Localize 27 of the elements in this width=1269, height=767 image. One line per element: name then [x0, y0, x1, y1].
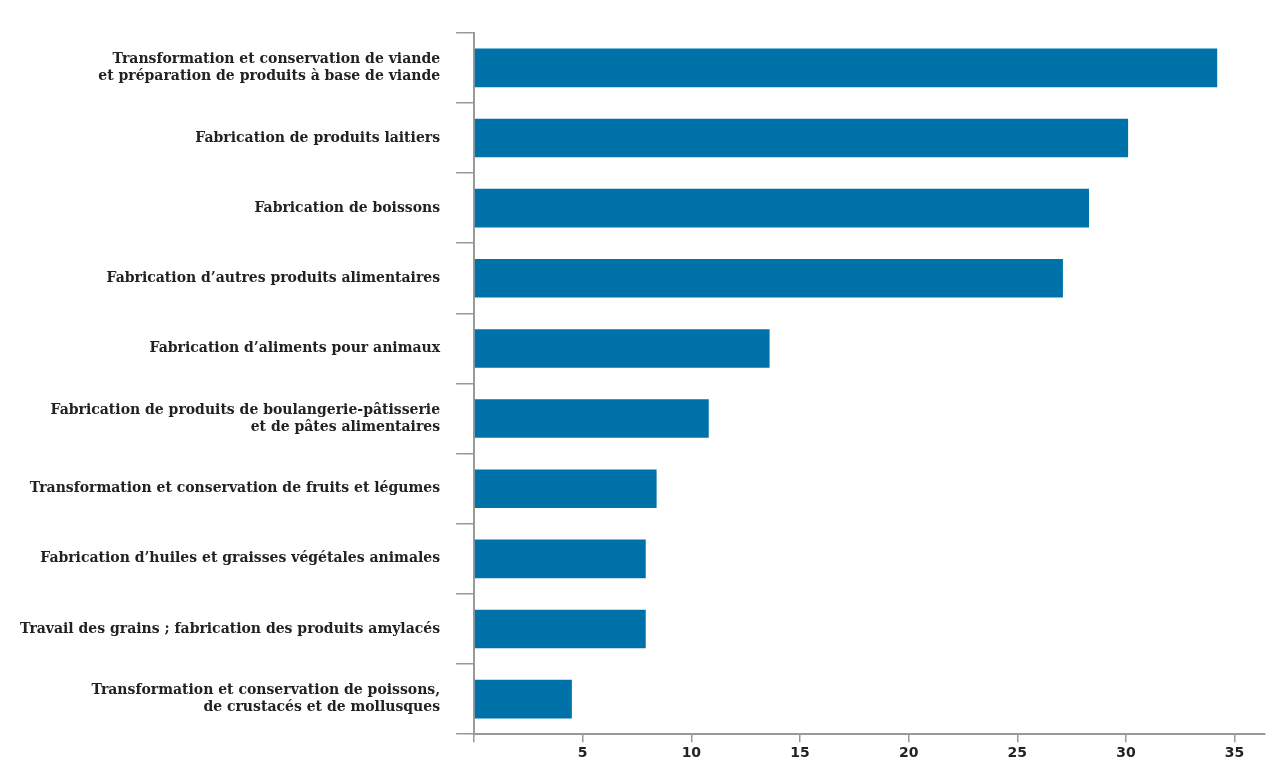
x-tick-label: 5	[577, 744, 588, 761]
bar	[474, 118, 1129, 158]
bar	[474, 48, 1218, 88]
bar	[474, 329, 770, 368]
y-tick-label: Fabrication de produits de boulangerie-pâtisserie et de pâtes alimentaires	[50, 400, 441, 434]
bar	[474, 399, 709, 438]
bar	[474, 188, 1089, 228]
y-tick-label: Fabrication d’autres produits alimentaires	[106, 268, 441, 285]
bar	[474, 679, 572, 719]
y-tick-label: Transformation et conservation de viande et préparation de produits à base de viande	[98, 50, 441, 83]
bar	[474, 609, 646, 649]
y-tick-label: Travail des grains ; fabrication des produits amylacés	[19, 619, 441, 636]
x-tick-label: 20	[898, 744, 919, 761]
x-tick-label: 15	[790, 744, 810, 761]
y-tick-label: Transformation et conservation de poissons, de crustacés et de mollusques	[91, 681, 441, 715]
y-tick-label: Fabrication de produits laitiers	[195, 128, 441, 145]
x-tick-label: 25	[1007, 744, 1028, 761]
bar	[474, 259, 1063, 298]
y-tick-label: Fabrication de boissons	[254, 198, 441, 215]
x-tick-label: 10	[681, 744, 702, 761]
x-tick-label: 30	[1116, 744, 1136, 761]
y-tick-label: Fabrication d’aliments pour animaux	[149, 339, 441, 356]
x-tick-label: 35	[1224, 744, 1245, 761]
bar	[474, 469, 657, 508]
y-tick-label: Fabrication d’huiles et graisses végétales animales	[40, 549, 441, 566]
bar	[474, 539, 646, 579]
y-tick-label: Transformation et conservation de fruits et légumes	[29, 479, 441, 496]
